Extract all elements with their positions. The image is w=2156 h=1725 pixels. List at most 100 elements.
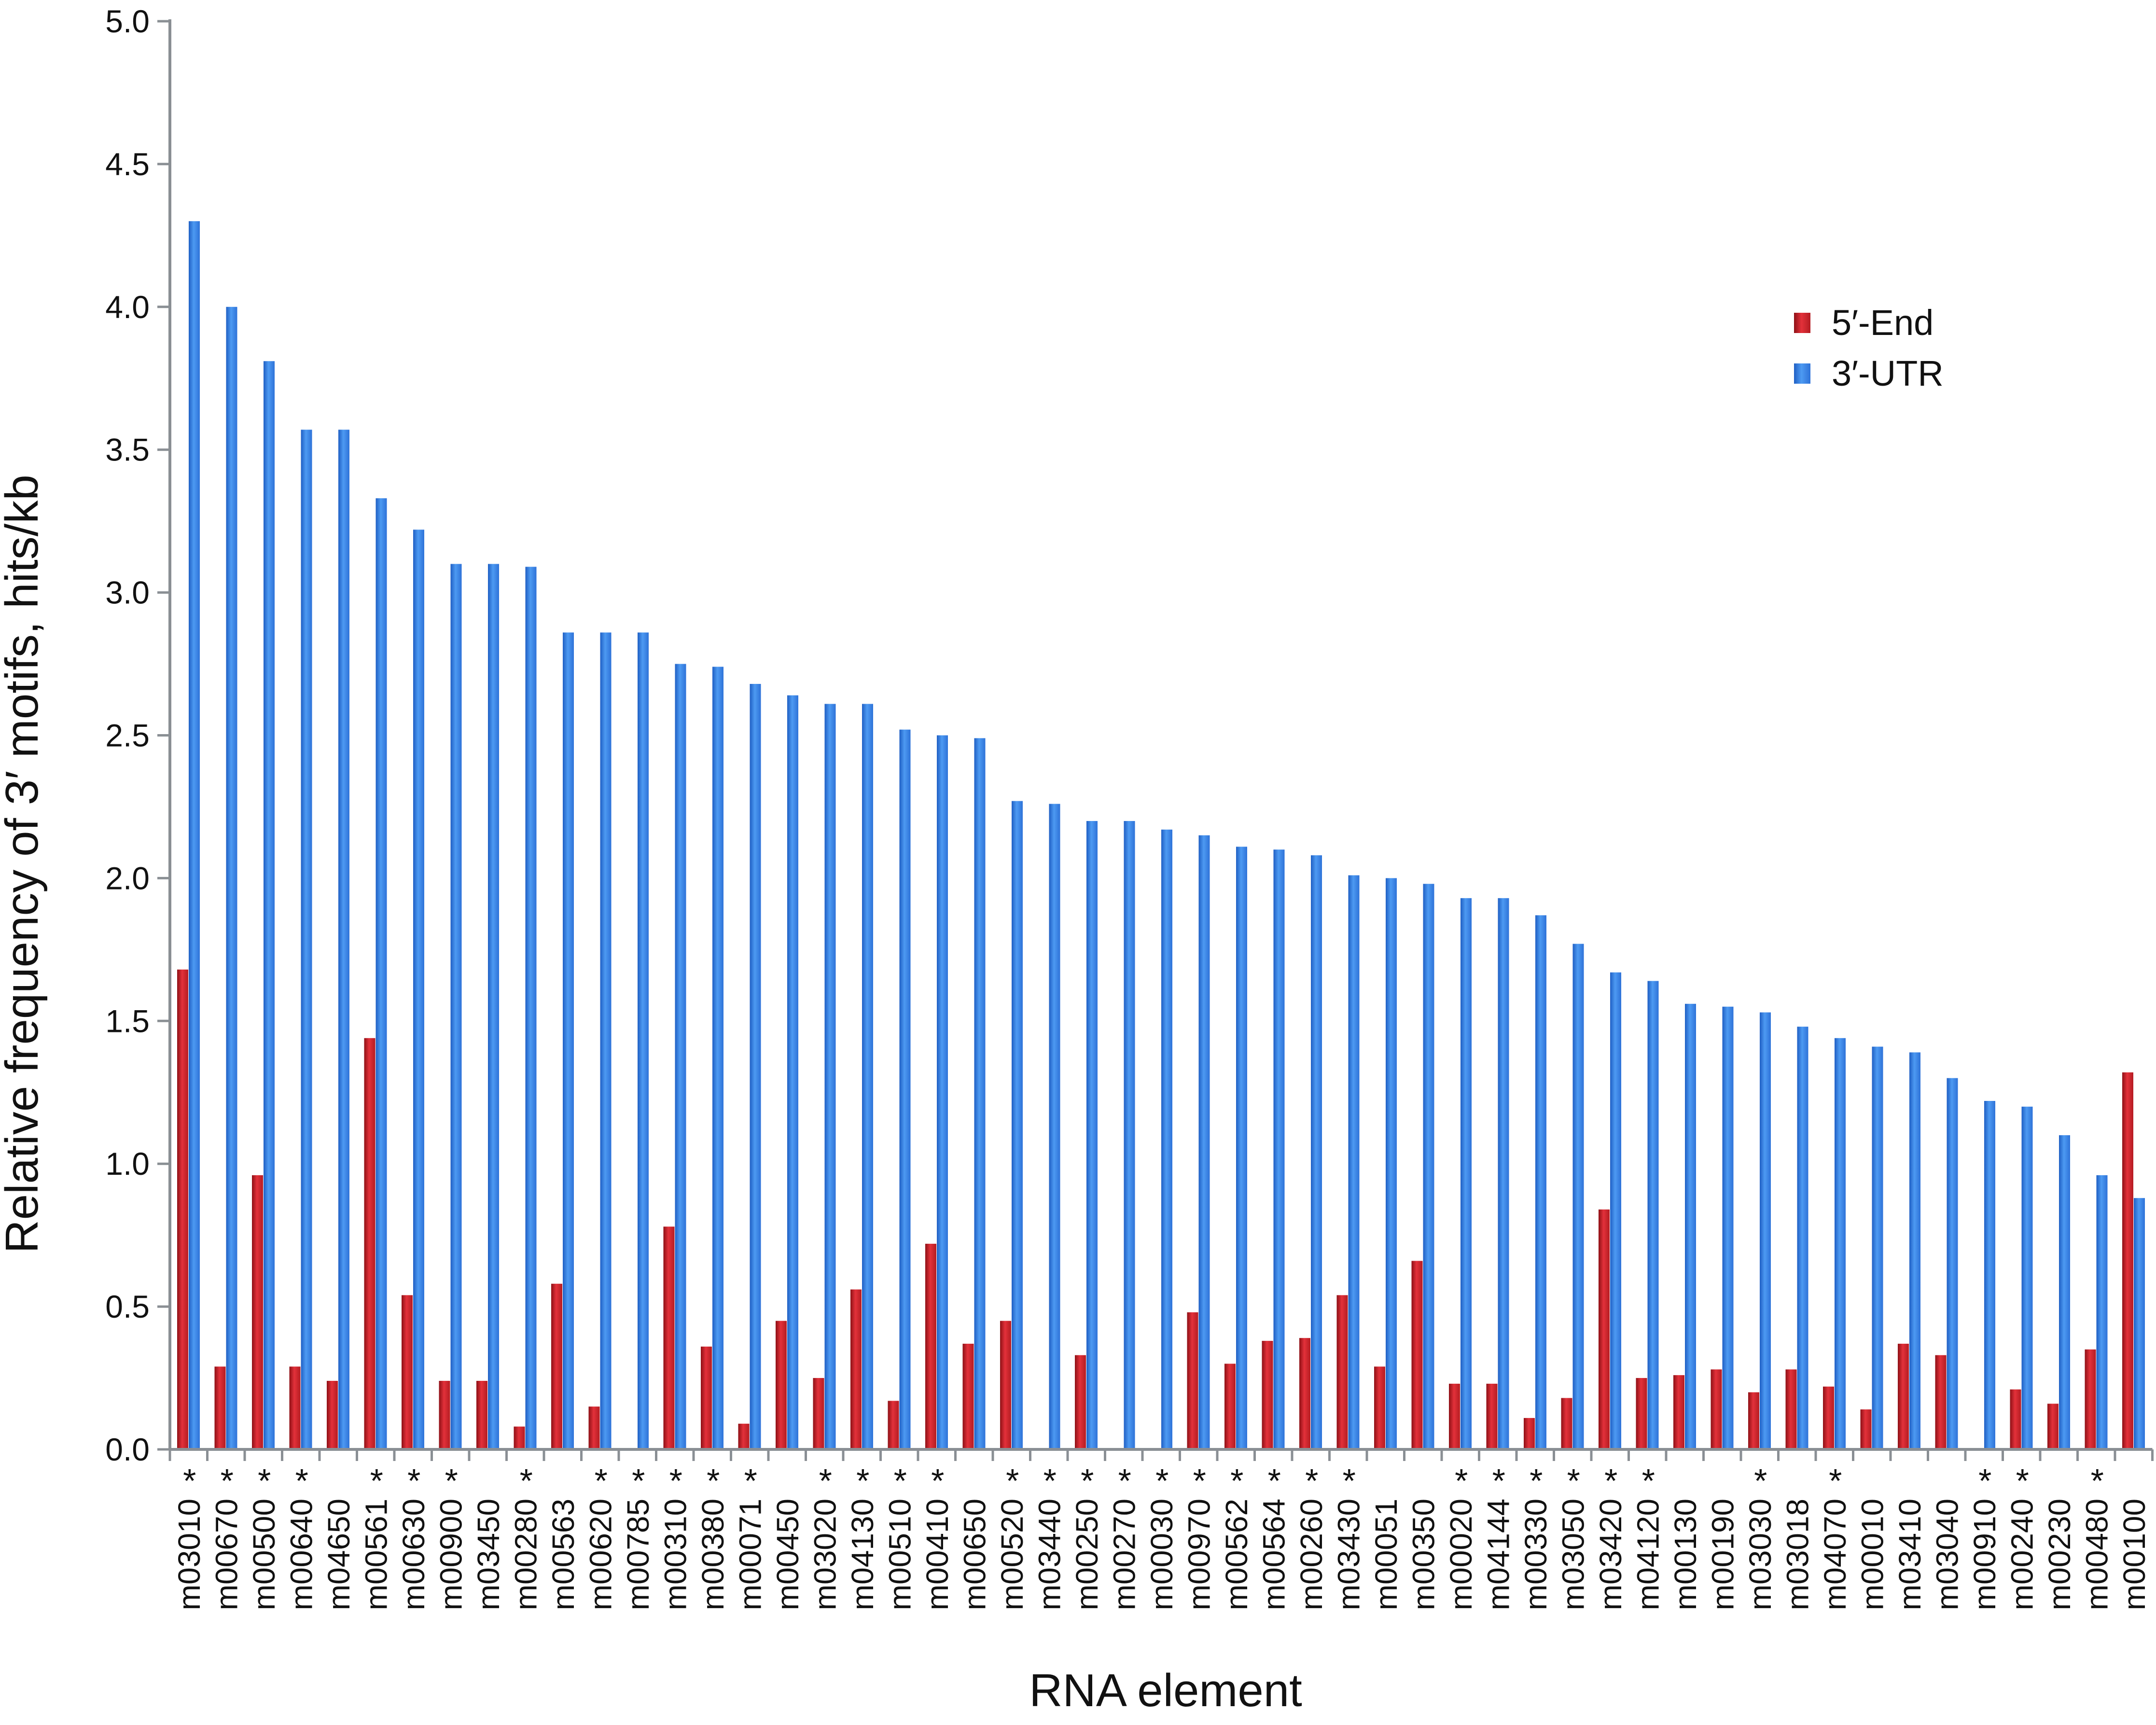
bar-3-utr-m03410 [1909, 1052, 1920, 1449]
bar-3-utr-m00450 [787, 695, 798, 1449]
x-tick-label: m00910 [1967, 1499, 2002, 1610]
bar-3-utr-m04130 [862, 704, 873, 1449]
bar-3-utr-m00620 [600, 632, 612, 1449]
bar-5-end-m00280 [514, 1426, 525, 1449]
x-tick-label: m00230 [2042, 1499, 2077, 1610]
significance-mark: * [1455, 1462, 1468, 1500]
bar-5-end-m00500 [252, 1175, 263, 1449]
y-tick-label: 4.0 [105, 289, 150, 325]
bar-3-utr-m00650 [974, 738, 986, 1449]
bar-3-utr-m00410 [937, 735, 948, 1449]
bar-3-utr-m00630 [413, 529, 424, 1449]
significance-mark: * [183, 1462, 196, 1500]
bar-3-utr-m04070 [1835, 1038, 1846, 1449]
bar-3-utr-m00030 [1161, 829, 1172, 1449]
bar-3-utr-m04144 [1498, 898, 1509, 1449]
bar-3-utr-m04120 [1647, 981, 1659, 1449]
bar-5-end-m04130 [850, 1289, 862, 1449]
bar-3-utr-m00563 [563, 632, 574, 1449]
x-tick-label: m00270 [1107, 1499, 1141, 1610]
bar-5-end-m03030 [1748, 1392, 1759, 1449]
legend-label-3-utr: 3′-UTR [1832, 353, 1944, 393]
significance-mark: * [856, 1462, 869, 1500]
x-tick-label: m00010 [1855, 1499, 1890, 1610]
bar-3-utr-m04650 [338, 430, 349, 1450]
x-tick-label: m00310 [658, 1499, 693, 1610]
bar-5-end-m00561 [364, 1038, 376, 1449]
bar-5-end-m03020 [813, 1378, 824, 1449]
bar-3-utr-m00785 [638, 632, 649, 1449]
bar-5-end-m04650 [327, 1380, 338, 1449]
x-tick-label: m04144 [1481, 1499, 1516, 1610]
x-tick-label: m03410 [1892, 1499, 1927, 1610]
significance-mark: * [1754, 1462, 1767, 1500]
significance-mark: * [1829, 1462, 1842, 1500]
x-tick-label: m00250 [1070, 1499, 1104, 1610]
bar-5-end-m00450 [776, 1321, 787, 1449]
x-tick-label: m00510 [882, 1499, 917, 1610]
bar-5-end-m04070 [1823, 1386, 1834, 1449]
x-tick-label: m04650 [321, 1499, 356, 1610]
bar-3-utr-m00900 [450, 564, 462, 1449]
x-tick-label: m00561 [359, 1499, 393, 1610]
bar-3-utr-m00910 [1984, 1101, 1995, 1449]
x-tick-label: m00240 [2004, 1499, 2039, 1610]
x-tick-label: m04130 [845, 1499, 880, 1610]
bar-5-end-m00071 [738, 1423, 750, 1449]
y-tick-label: 2.0 [105, 860, 150, 896]
bar-3-utr-m00561 [376, 498, 387, 1449]
significance-mark: * [370, 1462, 383, 1500]
significance-mark: * [1642, 1462, 1655, 1500]
bar-5-end-m00230 [2047, 1404, 2059, 1449]
bar-5-end-m00310 [663, 1226, 675, 1449]
x-tick-label: m00190 [1705, 1499, 1740, 1610]
y-tick-label: 1.0 [105, 1146, 150, 1182]
bar-3-utr-m03430 [1348, 875, 1360, 1449]
x-tick-label: m03450 [471, 1499, 506, 1610]
bar-5-end-m00240 [2010, 1389, 2021, 1449]
bar-3-utr-m00670 [226, 306, 237, 1449]
significance-mark: * [1155, 1462, 1168, 1500]
bar-5-end-m00190 [1711, 1369, 1722, 1449]
bar-3-utr-m00010 [1872, 1046, 1883, 1449]
x-tick-label: m00350 [1406, 1499, 1441, 1610]
x-tick-label: m03018 [1780, 1499, 1815, 1610]
bar-5-end-m00562 [1224, 1363, 1236, 1449]
x-tick-label: m03420 [1593, 1499, 1628, 1610]
x-tick-label: m00620 [583, 1499, 618, 1610]
bars [177, 221, 2145, 1450]
bar-5-end-m03430 [1336, 1295, 1348, 1449]
bar-3-utr-m03018 [1797, 1027, 1808, 1449]
y-tick-label: 0.0 [105, 1432, 150, 1467]
y-tick-label: 3.5 [105, 432, 150, 468]
bar-3-utr-m00130 [1685, 1003, 1696, 1449]
bar-5-end-m00620 [588, 1406, 600, 1449]
bar-5-end-m00480 [2085, 1349, 2096, 1449]
y-axis: 0.0 0.5 1.0 1.5 2.0 2.5 3.0 3.5 4.0 4.5 5.0 [105, 3, 171, 1467]
bar-3-utr-m00071 [750, 683, 761, 1449]
x-tick-label: m00562 [1219, 1499, 1254, 1610]
x-tick-label: m00130 [1668, 1499, 1703, 1610]
significance-mark: * [1006, 1462, 1019, 1500]
significance-mark: * [1305, 1462, 1318, 1500]
bar-5-end-m04144 [1486, 1383, 1498, 1449]
y-tick-label: 5.0 [105, 3, 150, 39]
bar-5-end-m03410 [1898, 1344, 1909, 1449]
bar-5-end-m00630 [402, 1295, 413, 1449]
bar-3-utr-m00640 [301, 430, 312, 1450]
bar-5-end-m00350 [1411, 1261, 1423, 1449]
bar-3-utr-m00250 [1086, 821, 1098, 1449]
significance-mark: * [669, 1462, 682, 1500]
x-tick-label: m00650 [957, 1499, 992, 1610]
bar-5-end-m00410 [925, 1243, 936, 1449]
bar-5-end-m00380 [701, 1346, 712, 1449]
significance-mark: * [707, 1462, 720, 1500]
bar-5-end-m03040 [1935, 1355, 1947, 1449]
x-tick-label: m00630 [396, 1499, 431, 1610]
significance-mark: * [1343, 1462, 1356, 1500]
bar-3-utr-m00500 [264, 361, 275, 1450]
bar-5-end-m00650 [962, 1344, 974, 1449]
bar-3-utr-m00240 [2021, 1106, 2033, 1449]
bar-3-utr-m03450 [488, 564, 499, 1449]
